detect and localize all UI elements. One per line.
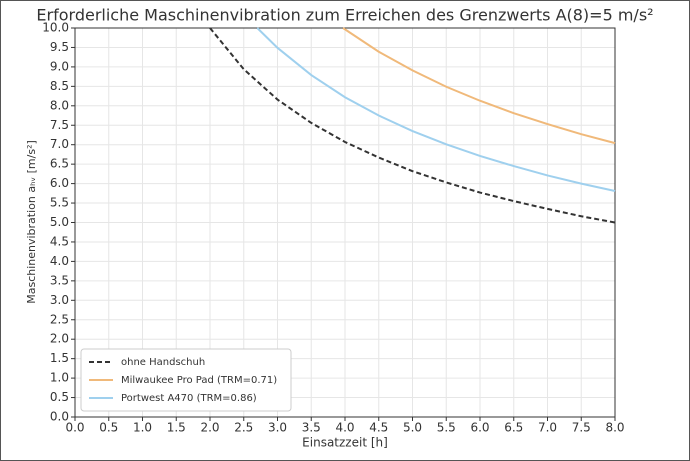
y-tick-label: 2.0 xyxy=(50,332,69,346)
x-tick-label: 0.0 xyxy=(65,421,84,435)
y-tick-label: 3.0 xyxy=(50,293,69,307)
y-tick-label: 6.5 xyxy=(50,157,69,171)
y-tick-label: 5.5 xyxy=(50,196,69,210)
x-tick-label: 4.5 xyxy=(369,421,388,435)
chart-title: Erforderliche Maschinenvibration zum Err… xyxy=(36,6,653,25)
x-tick-label: 6.5 xyxy=(504,421,523,435)
x-tick-label: 8.0 xyxy=(605,421,624,435)
y-tick-label: 4.5 xyxy=(50,234,69,248)
y-tick-label: 7.5 xyxy=(50,118,69,132)
x-tick-label: 2.5 xyxy=(234,421,253,435)
series-line xyxy=(209,27,616,224)
x-tick-label: 5.5 xyxy=(437,421,456,435)
plot-border xyxy=(74,27,616,418)
y-tick-label: 0.0 xyxy=(50,410,69,424)
x-tick-label: 1.5 xyxy=(167,421,186,435)
x-tick-label: 3.5 xyxy=(302,421,321,435)
legend-label: Portwest A470 (TRM=0.86) xyxy=(121,393,257,404)
series-line xyxy=(342,27,616,145)
y-tick-label: 2.5 xyxy=(50,312,69,326)
y-tick-label: 8.0 xyxy=(50,98,69,112)
x-tick-label: 6.0 xyxy=(470,421,489,435)
legend-label: ohne Handschuh xyxy=(121,357,205,368)
x-axis-label: Einsatzzeit [h] xyxy=(302,436,388,450)
y-tick-label: 8.5 xyxy=(50,79,69,93)
y-tick-label: 5.0 xyxy=(50,215,69,229)
y-axis-label: Maschinenvibration aₕᵥ [m/s²] xyxy=(25,140,38,304)
y-tick-label: 1.0 xyxy=(50,371,69,385)
legend-box xyxy=(80,348,292,412)
y-tick-label: 10.0 xyxy=(42,21,69,35)
y-tick-label: 3.5 xyxy=(50,273,69,287)
x-tick-label: 5.0 xyxy=(403,421,422,435)
x-tick-label: 1.0 xyxy=(133,421,152,435)
x-tick-label: 4.0 xyxy=(335,421,354,435)
y-tick-label: 6.0 xyxy=(50,176,69,190)
y-tick-label: 9.0 xyxy=(50,59,69,73)
series-line xyxy=(256,27,616,192)
x-tick-label: 2.0 xyxy=(200,421,219,435)
x-tick-label: 0.5 xyxy=(99,421,118,435)
y-tick-label: 4.0 xyxy=(50,254,69,268)
y-tick-label: 1.5 xyxy=(50,351,69,365)
y-tick-label: 9.5 xyxy=(50,40,69,54)
x-tick-label: 7.0 xyxy=(538,421,557,435)
x-tick-label: 3.0 xyxy=(268,421,287,435)
legend-label: Milwaukee Pro Pad (TRM=0.71) xyxy=(121,375,277,386)
x-tick-label: 7.5 xyxy=(572,421,591,435)
y-tick-label: 0.5 xyxy=(50,390,69,404)
y-tick-label: 7.0 xyxy=(50,137,69,151)
